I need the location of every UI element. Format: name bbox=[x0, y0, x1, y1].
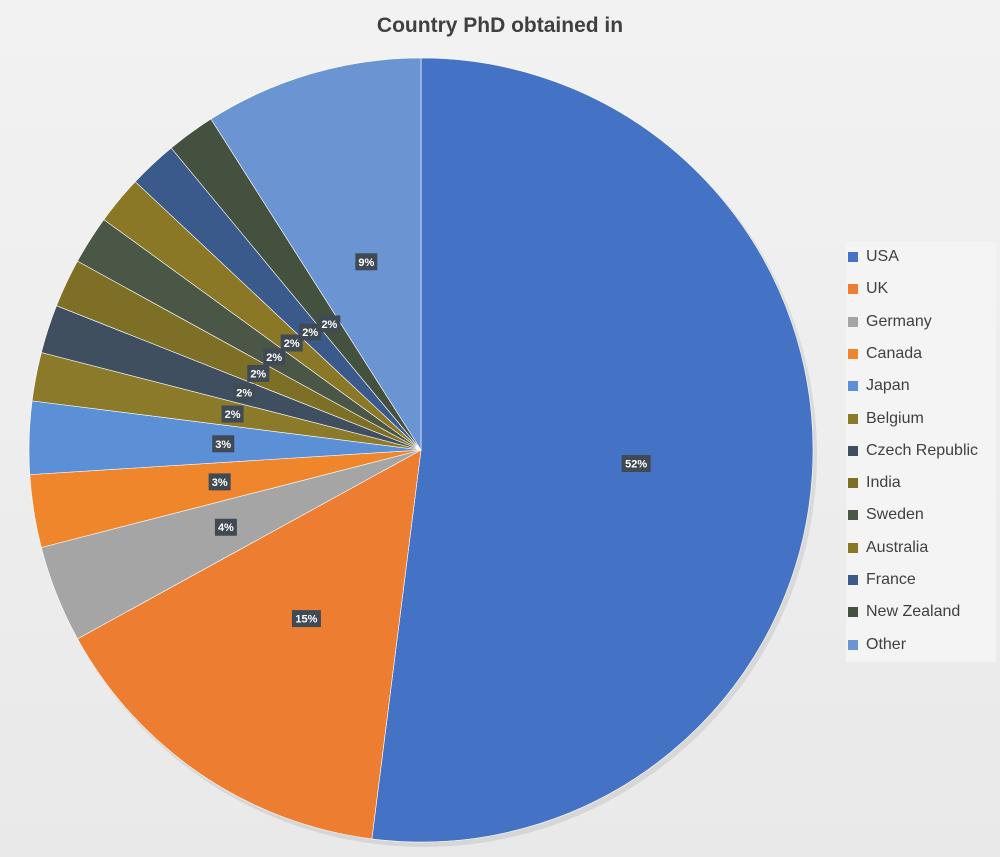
legend-label: India bbox=[866, 474, 901, 492]
data-label-box bbox=[318, 315, 341, 333]
data-label-box bbox=[280, 334, 303, 352]
data-label-czech-republic: 2% bbox=[233, 384, 256, 402]
legend-swatch bbox=[848, 445, 858, 456]
data-label-box bbox=[299, 323, 322, 341]
data-label-box bbox=[355, 253, 378, 271]
pie-slice-uk bbox=[77, 449, 422, 840]
data-label-text: 2% bbox=[321, 319, 337, 331]
data-label-germany: 4% bbox=[214, 518, 237, 536]
data-label-box bbox=[247, 364, 270, 382]
legend-label: Czech Republic bbox=[866, 441, 979, 459]
legend-item-sweden: Sweden bbox=[848, 505, 924, 525]
legend-label: Canada bbox=[866, 344, 923, 362]
data-label-text: 2% bbox=[284, 338, 300, 350]
legend: USA UK Germany Canada Japan Belgium Czech Repu… bbox=[846, 242, 996, 662]
legend-swatch bbox=[848, 607, 858, 618]
data-label-text: 15% bbox=[295, 614, 317, 626]
data-label-box bbox=[212, 435, 235, 453]
legend-swatch bbox=[848, 284, 858, 295]
legend-item-canada: Canada bbox=[848, 344, 922, 364]
pie-slice-other bbox=[210, 57, 422, 452]
legend-item-india: India bbox=[848, 473, 901, 493]
data-label-box bbox=[263, 348, 286, 366]
legend-swatch bbox=[848, 542, 858, 553]
legend-label: Japan bbox=[866, 377, 910, 395]
data-label-text: 3% bbox=[212, 477, 228, 489]
data-label-sweden: 2% bbox=[263, 348, 286, 366]
data-label-text: 2% bbox=[266, 352, 282, 364]
data-label-text: 2% bbox=[250, 368, 266, 380]
data-label-france: 2% bbox=[299, 323, 322, 341]
legend-label: Australia bbox=[866, 538, 929, 556]
legend-item-czech-republic: Czech Republic bbox=[848, 441, 978, 461]
legend-swatch bbox=[848, 510, 858, 521]
pie-slice-usa bbox=[371, 57, 814, 843]
legend-item-uk: UK bbox=[848, 279, 888, 299]
legend-label: Belgium bbox=[866, 409, 924, 427]
legend-swatch bbox=[848, 316, 858, 327]
data-label-box bbox=[221, 405, 244, 423]
chart-title: Country PhD obtained in bbox=[376, 14, 624, 37]
legend-item-australia: Australia bbox=[848, 538, 928, 558]
legend-item-usa: USA bbox=[848, 247, 899, 267]
data-label-text: 2% bbox=[236, 388, 252, 400]
legend-swatch bbox=[848, 381, 858, 392]
legend-label: UK bbox=[866, 280, 889, 298]
legend-label: France bbox=[866, 571, 916, 588]
data-label-other: 9% bbox=[355, 253, 378, 271]
legend-swatch bbox=[848, 348, 858, 359]
legend-swatch bbox=[848, 413, 858, 424]
legend-swatch bbox=[848, 575, 858, 585]
data-label-canada: 3% bbox=[208, 473, 231, 491]
data-label-new-zealand: 2% bbox=[318, 315, 341, 333]
data-label-text: 2% bbox=[225, 409, 241, 421]
data-label-usa: 52% bbox=[621, 455, 651, 473]
legend-item-belgium: Belgium bbox=[848, 409, 924, 429]
legend-swatch bbox=[848, 639, 858, 650]
data-label-text: 52% bbox=[625, 459, 647, 471]
data-label-box bbox=[208, 473, 231, 491]
legend-item-france: France bbox=[848, 570, 916, 590]
data-label-box bbox=[291, 610, 321, 628]
data-label-india: 2% bbox=[247, 364, 270, 382]
legend-item-other: Other bbox=[848, 635, 906, 655]
legend-label: New Zealand bbox=[866, 603, 961, 621]
legend-label: USA bbox=[866, 248, 899, 265]
data-label-belgium: 2% bbox=[221, 405, 244, 423]
data-label-box bbox=[214, 518, 237, 536]
data-label-box bbox=[233, 384, 256, 402]
legend-item-germany: Germany bbox=[848, 312, 932, 332]
legend-label: Germany bbox=[866, 312, 932, 330]
data-label-box bbox=[621, 455, 651, 473]
data-label-uk: 15% bbox=[291, 610, 321, 628]
legend-label: Sweden bbox=[866, 506, 924, 524]
legend-label: Other bbox=[866, 635, 907, 653]
legend-swatch bbox=[848, 252, 858, 262]
data-label-text: 2% bbox=[302, 327, 318, 339]
data-label-australia: 2% bbox=[280, 334, 303, 352]
legend-item-new-zealand: New Zealand bbox=[848, 602, 960, 622]
data-label-text: 3% bbox=[215, 439, 231, 451]
legend-item-japan: Japan bbox=[848, 376, 910, 396]
data-label-text: 4% bbox=[218, 522, 234, 534]
legend-swatch bbox=[848, 478, 858, 489]
data-label-japan: 3% bbox=[212, 435, 235, 453]
data-label-text: 9% bbox=[358, 257, 374, 269]
